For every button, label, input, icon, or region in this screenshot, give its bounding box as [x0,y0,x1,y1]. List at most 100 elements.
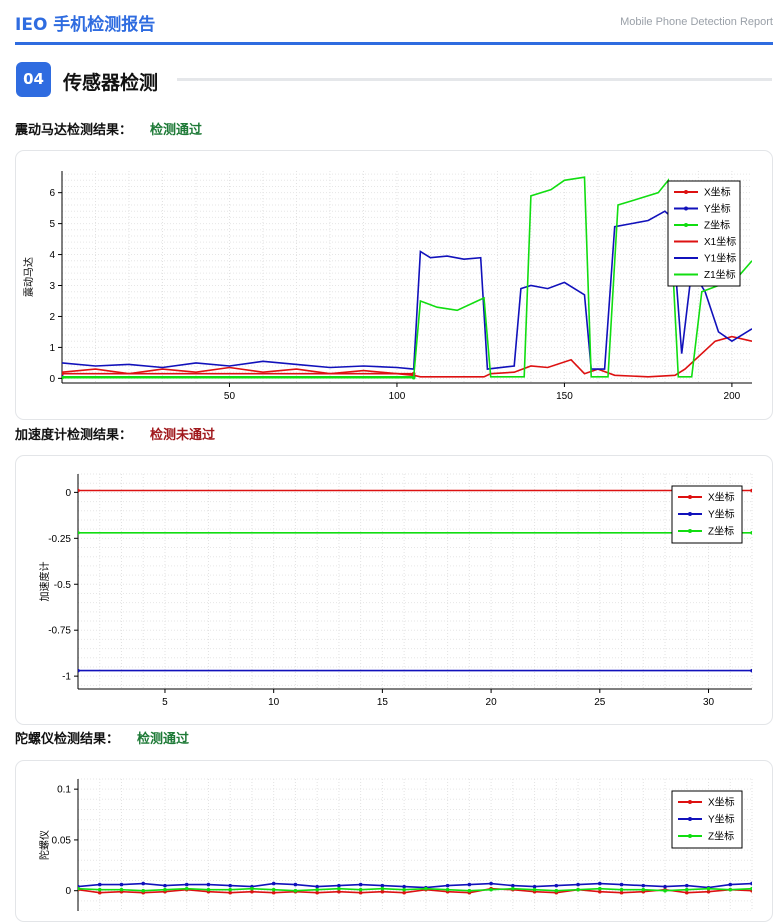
data-point [728,887,733,892]
legend-label: Y坐标 [708,509,735,521]
data-point [750,668,752,673]
legend-label: Y坐标 [704,203,731,215]
data-point [141,888,146,893]
y-axis-label: 加速度计 [38,562,51,602]
data-point [750,531,752,535]
data-point [337,889,341,894]
data-point [78,668,80,673]
vibration-result-label: 震动马达检测结果： [15,123,133,138]
data-point [271,881,276,886]
accelerometer-result: 加速度计检测结果： 检测未通过 [15,424,215,443]
vibration-chart: 50 100 150 200 0 1 2 3 4 5 6 震动马达 X坐标 Y坐标 Z坐标 X1坐标 Y1坐标 Z… [23,171,752,402]
data-point [663,888,667,893]
legend-marker [688,495,692,499]
y-tick-label: 1 [49,343,55,354]
section-number-badge: 04 [16,62,51,97]
x-tick-label: 200 [724,391,741,402]
x-tick-label: 100 [389,391,406,402]
data-point [445,883,450,888]
data-point [315,884,319,889]
data-point [576,887,580,892]
data-point [119,882,124,887]
data-point [119,887,124,892]
data-point [489,887,493,892]
data-point [358,890,363,895]
y-tick-label: 4 [49,250,55,261]
legend-label: X坐标 [708,492,735,504]
gyroscope-result-status: 检测通过 [137,732,190,747]
y-tick-label: -0.25 [48,534,71,545]
accelerometer-chart: 5 10 15 20 25 30 0 -0.25 -0.5 -0.75 -1 加速度计 X坐标 Y坐标 Z坐… [38,473,753,708]
gyroscope-chart-card: 0.1 0.05 0 陀螺仪 X坐标 Y坐标 Z坐标 [15,760,773,922]
data-point [184,886,189,891]
accelerometer-result-status: 检测未通过 [150,428,216,443]
legend-marker [688,529,692,533]
vibration-result: 震动马达检测结果： 检测通过 [15,119,202,138]
gyroscope-result-label: 陀螺仪检测结果： [15,732,120,747]
gyroscope-chart: 0.1 0.05 0 陀螺仪 X坐标 Y坐标 Z坐标 [38,778,753,912]
y-axis-label: 陀螺仪 [38,830,51,860]
data-point [598,889,602,894]
legend-marker [688,512,692,516]
data-point [619,882,624,887]
legend-label: X坐标 [704,187,731,199]
legend-marker [684,190,688,194]
y-tick-label: 5 [49,219,55,230]
x-tick-label: 20 [486,697,498,708]
data-point [78,531,80,535]
gyroscope-result: 陀螺仪检测结果： 检测通过 [15,728,189,747]
legend-label: X坐标 [708,797,735,809]
data-point [684,883,689,888]
legend-marker [684,223,688,227]
data-point [532,884,537,889]
data-point [619,890,624,895]
series-line [62,210,752,370]
vibration-result-status: 检测通过 [150,123,203,138]
data-point [424,886,428,891]
y-tick-label: 0 [49,374,55,385]
data-point [641,887,646,892]
x-tick-label: 30 [703,697,715,708]
legend-label: Z坐标 [708,526,734,538]
data-point [78,886,80,891]
data-point [532,887,537,892]
legend-marker [688,834,692,838]
data-point [337,886,341,891]
legend-box [667,180,741,287]
data-point [663,884,667,889]
data-point [293,882,298,887]
data-point [163,883,167,888]
report-subtitle: Mobile Phone Detection Report [620,16,773,28]
data-point [598,886,602,891]
legend-label: Z1坐标 [704,269,736,281]
data-point [511,883,515,888]
data-point [358,887,363,892]
y-tick-label: 0.05 [52,835,72,846]
y-tick-label: 0 [65,886,71,897]
data-point [250,886,254,891]
data-point [380,889,385,894]
data-point [380,883,385,888]
legend-marker [688,817,692,821]
data-point [97,882,102,887]
legend-marker [684,206,688,211]
data-point [598,881,602,886]
legend-label: Z坐标 [708,831,734,843]
x-tick-label: 25 [594,697,606,708]
data-point [271,887,276,892]
legend-label: Y1坐标 [704,253,736,265]
data-point [337,883,341,888]
x-tick-label: 5 [162,697,168,708]
data-point [228,887,232,892]
data-point [78,488,80,493]
legend-label: X1坐标 [704,236,736,248]
y-tick-label: 2 [49,312,55,323]
data-point [206,882,211,887]
report-header: IEO 手机检测报告 Mobile Phone Detection Report [15,0,773,45]
series-line [62,335,752,378]
data-point [380,886,385,891]
data-point [250,889,254,894]
y-tick-label: -0.75 [48,626,71,637]
data-point [554,888,559,893]
data-point [728,882,733,887]
